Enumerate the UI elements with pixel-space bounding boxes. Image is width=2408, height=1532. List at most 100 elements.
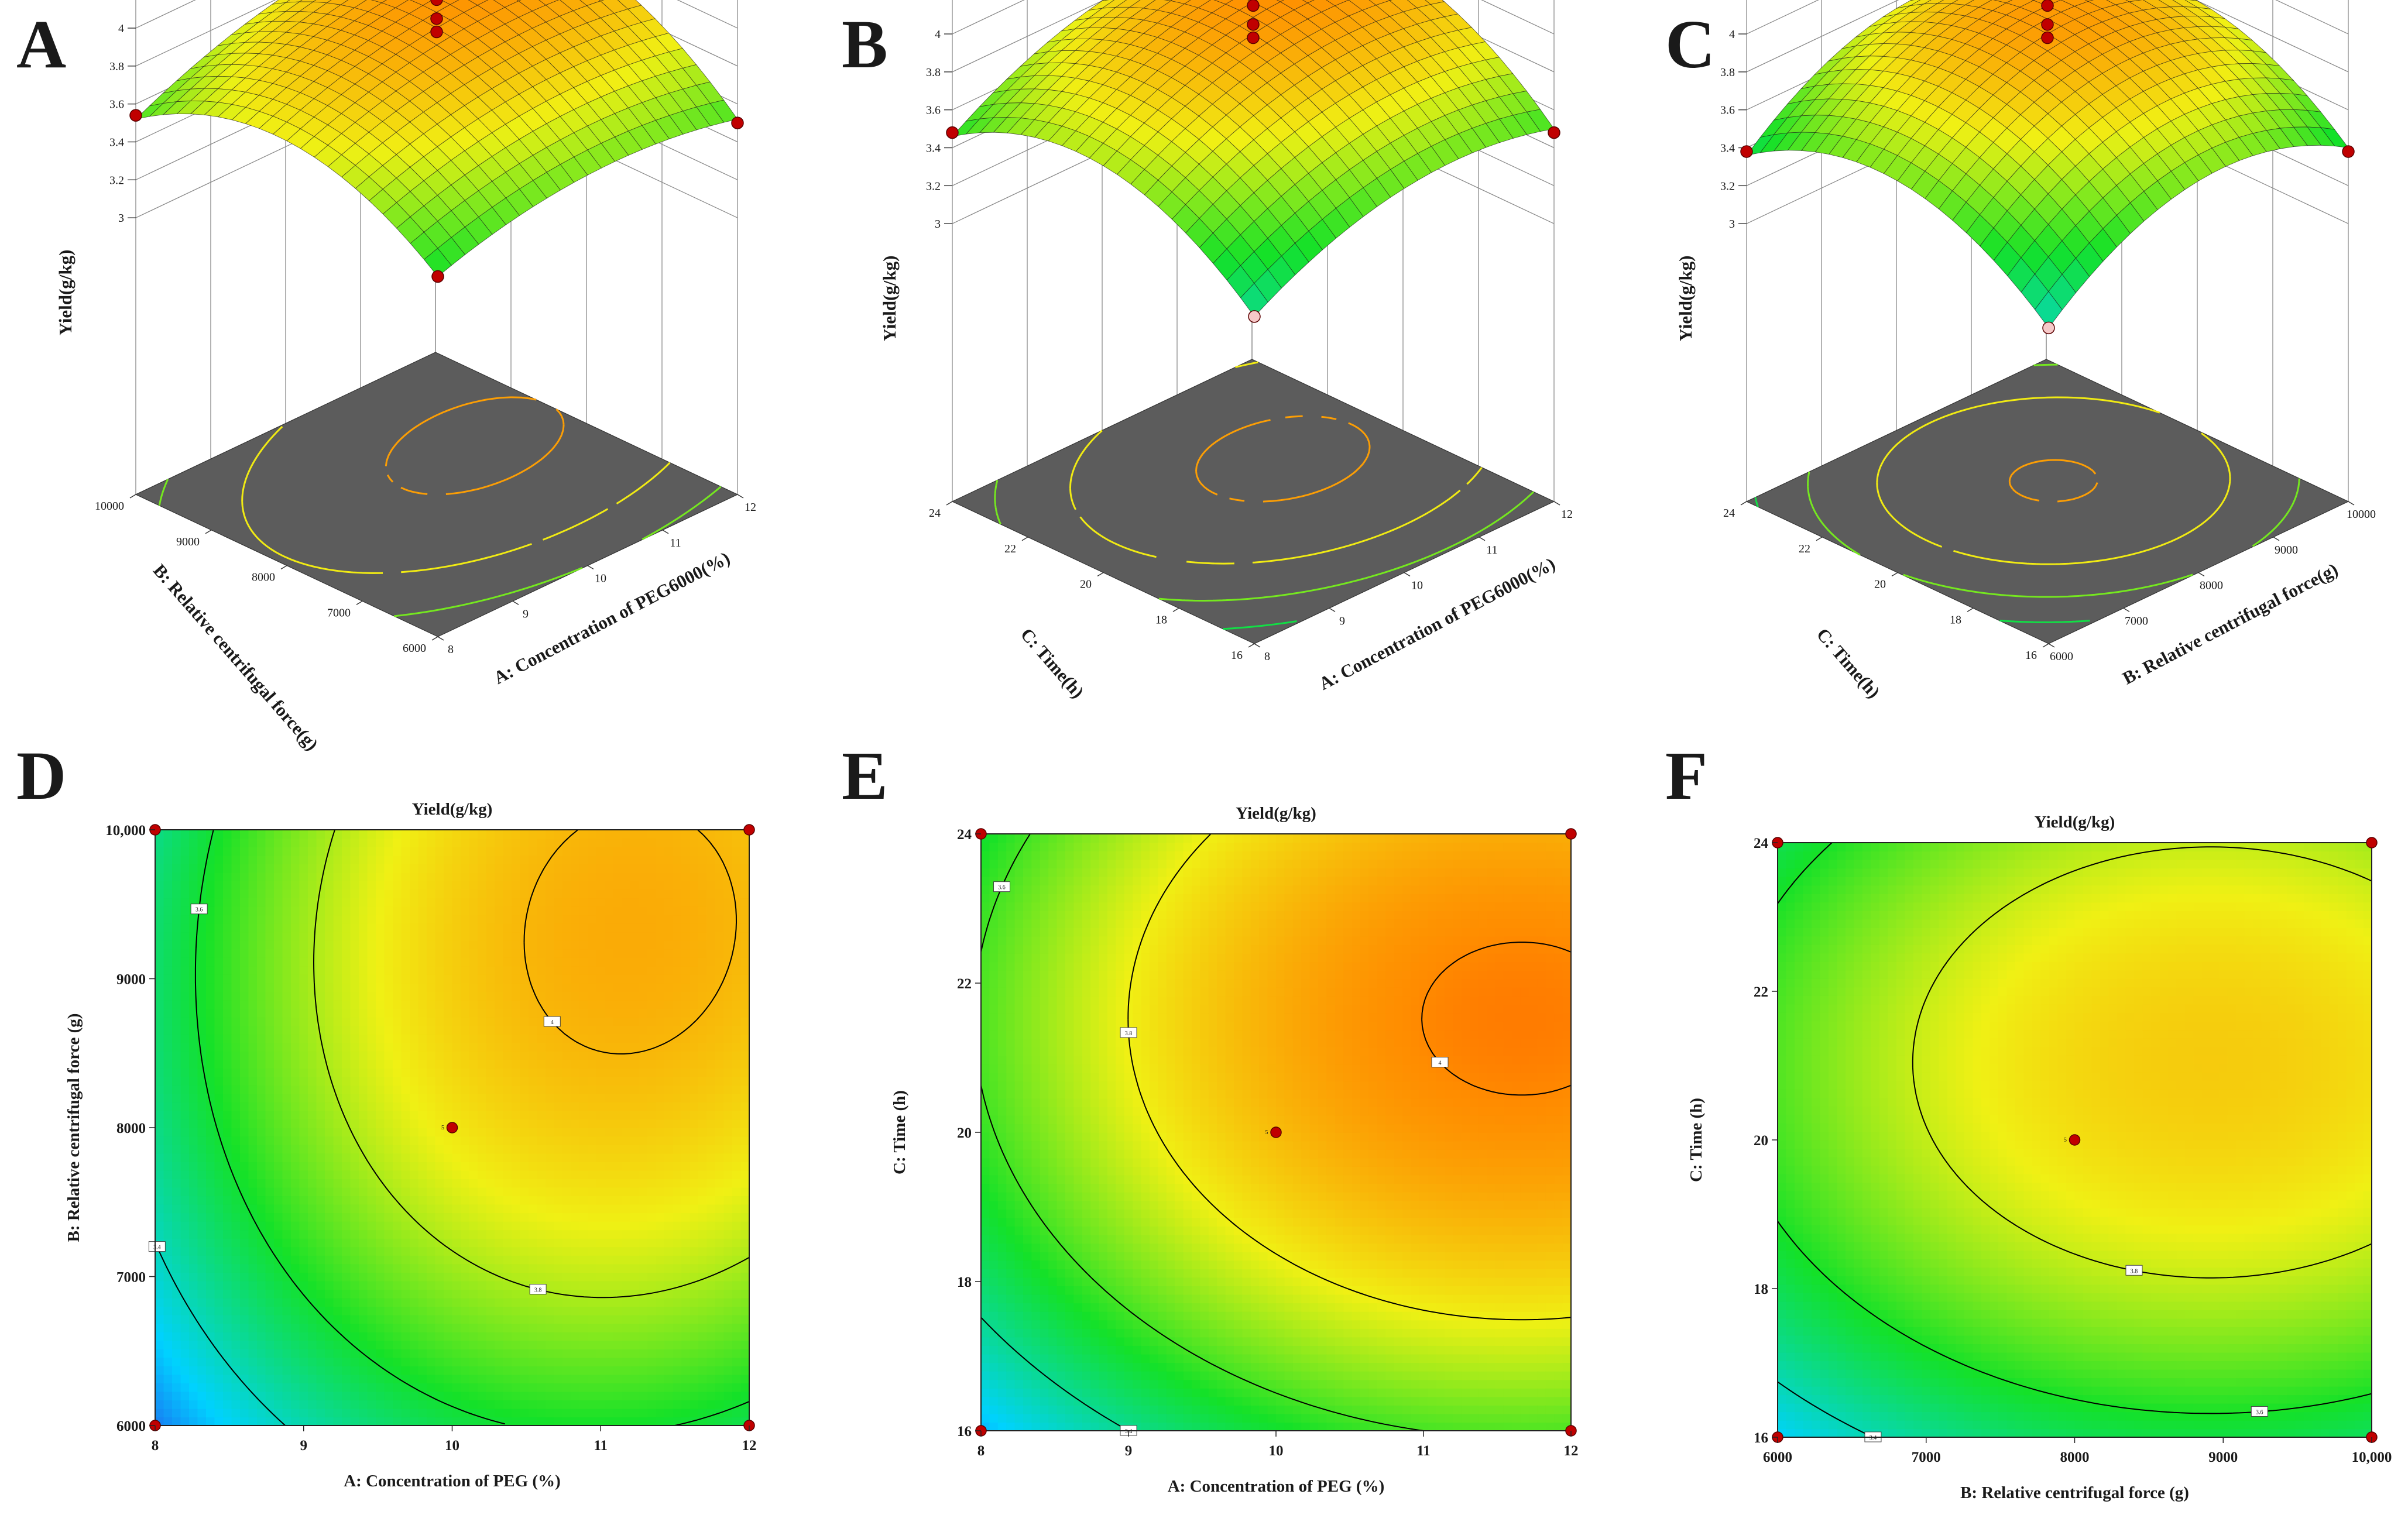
x-tick-label: 12: [742, 1438, 757, 1454]
contour-label-text: 3.8: [2131, 1268, 2138, 1275]
design-points: [1740, 0, 2355, 335]
axes: 8 9 10 11 12 6000 7000 8000 9000 10,000 Yield(g/kg…: [64, 800, 757, 1490]
floor-contour: [994, 480, 1535, 602]
contour-label: 3.8: [1120, 1027, 1137, 1038]
z-tick-label: 3.2: [109, 174, 124, 187]
y-axis-title: C: Time (h): [1687, 1098, 1706, 1182]
right-axis-tick: 6000: [2050, 650, 2073, 663]
contour-line: [1912, 846, 2372, 1279]
design-point: [1247, 31, 1260, 44]
z-tick-label: 4.2: [926, 0, 941, 3]
center-point: [446, 1122, 458, 1133]
left-axis-title: B: Relative centrifugal force(g): [149, 560, 323, 754]
surface-floor: [1745, 359, 2349, 644]
left-axis-tick: 18: [1950, 613, 1961, 626]
panel-letter-b: B: [842, 6, 888, 83]
panel-letter-e: E: [842, 737, 888, 814]
panel-label-e: E: [842, 737, 888, 814]
contour-lines: 3.4 3.6 3.8 4: [148, 829, 750, 1426]
floor-plane: [135, 352, 739, 637]
left-axis-tick: 22: [1799, 542, 1810, 555]
left-axis-tick: 7000: [327, 606, 351, 619]
panel-label-d: D: [16, 737, 66, 814]
surface-patch: [1240, 283, 1268, 317]
x-tick-label: 9000: [2208, 1449, 2238, 1465]
x-axis-title: B: Relative centrifugal force (g): [1960, 1483, 2189, 1502]
y-tick-label: 20: [1754, 1133, 1768, 1149]
left-axis-tick: 16: [1231, 649, 1243, 662]
contour-line: [523, 829, 737, 1054]
design-point: [431, 270, 444, 283]
y-tick-label: 8000: [116, 1121, 146, 1136]
design-point: [2041, 0, 2054, 12]
x-tick-label: 8: [152, 1438, 159, 1454]
x-tick-label: 7000: [1912, 1449, 1941, 1465]
right-axis-tick: 10: [1411, 579, 1423, 592]
x-tick-label: 11: [594, 1438, 608, 1454]
z-tick-label: 3.4: [1720, 142, 1735, 155]
right-axis-tick: 8: [1264, 650, 1270, 663]
design-point: [430, 25, 443, 39]
panel-letter-f: F: [1665, 737, 1707, 814]
left-axis-tick: 9000: [176, 535, 200, 548]
y-tick-label: 9000: [116, 972, 146, 988]
panel-letter-d: D: [16, 737, 66, 814]
floor-contour: [1195, 415, 1371, 503]
design-point: [2041, 18, 2054, 31]
contour-label-text: 3.8: [1125, 1031, 1133, 1037]
design-point: [743, 824, 755, 836]
contour-label-text: 4: [1439, 1060, 1442, 1067]
contour-line: [980, 833, 1424, 1431]
floor-contour: [1223, 620, 1297, 630]
x-tick-label: 8: [977, 1443, 985, 1459]
floor-contour: [1876, 396, 2231, 565]
y-tick-label: 7000: [116, 1270, 146, 1286]
panel-letter-a: A: [16, 6, 66, 83]
contour-plot-e: 3.43.63.845891011121618202224Yield(g/kg)…: [890, 804, 1579, 1496]
design-point: [430, 0, 443, 6]
design-point: [2366, 837, 2378, 849]
x-tick-label: 10,000: [2352, 1449, 2392, 1465]
right-axis-tick: 9: [1339, 614, 1345, 627]
left-axis-title: C: Time(h): [1813, 624, 1884, 702]
panel-label-c: C: [1665, 6, 1715, 83]
surface-plot-a: 33.23.43.63.844.2Yield(g/kg)891011126000…: [55, 0, 756, 754]
x-tick-label: 9: [1125, 1443, 1133, 1459]
z-tick-label: 3: [118, 212, 124, 225]
z-tick-label: 3.8: [109, 60, 124, 73]
left-axis-tick: 24: [1723, 507, 1735, 520]
response-surface: [951, 0, 1555, 317]
contour-label-text: 4: [551, 1019, 554, 1026]
contour-label: 4: [543, 1016, 561, 1027]
floor-contour: [385, 396, 565, 495]
contour-line: [980, 1317, 1129, 1431]
response-surface: [1746, 0, 2349, 328]
contour-label: 3.4: [148, 1241, 166, 1252]
contour-line: [1421, 942, 1572, 1096]
left-axis-tick: 16: [2025, 649, 2037, 662]
left-axis-tick: 8000: [252, 571, 275, 584]
y-tick-label: 24: [957, 827, 972, 843]
contour-label: 3.6: [190, 904, 208, 915]
floor-contour: [1754, 497, 2090, 623]
center-point-label: 5: [2064, 1137, 2067, 1143]
z-axis-title: Yield(g/kg): [879, 256, 900, 342]
surface-patch: [1302, 0, 1315, 4]
x-tick-label: 10: [445, 1438, 459, 1454]
z-tick-label: 3: [935, 218, 941, 231]
contour-label-text: 3.8: [534, 1287, 542, 1294]
y-tick-label: 10,000: [105, 823, 146, 839]
left-axis-tick: 22: [1004, 542, 1016, 555]
center-point: [1270, 1126, 1282, 1138]
left-axis-tick: 18: [1155, 613, 1167, 626]
z-tick-label: 4.2: [1720, 0, 1735, 3]
design-points: [946, 0, 1560, 323]
center-point-label: 5: [441, 1125, 444, 1131]
y-tick-label: 20: [957, 1125, 972, 1141]
z-tick-label: 3: [1729, 218, 1735, 231]
floor-contour: [2008, 459, 2098, 503]
contour-line: [194, 829, 750, 1426]
y-tick-label: 16: [1754, 1430, 1768, 1446]
contour-line: [1127, 833, 1572, 1321]
contour-label-text: 3.6: [998, 885, 1006, 891]
